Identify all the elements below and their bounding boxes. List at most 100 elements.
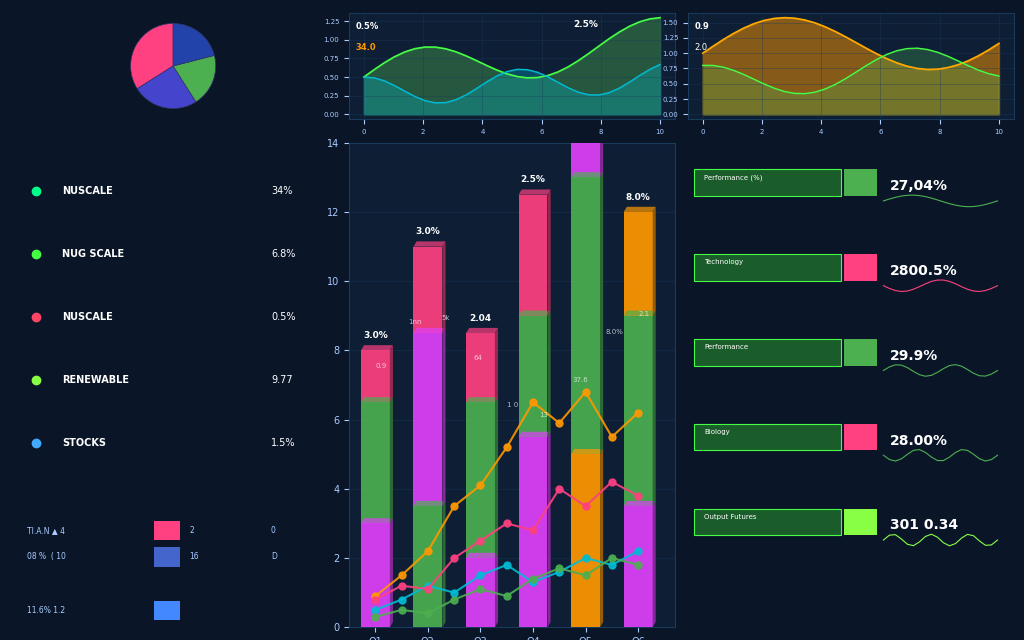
Polygon shape xyxy=(624,310,655,316)
Text: 2.04: 2.04 xyxy=(469,314,492,323)
Polygon shape xyxy=(600,172,603,454)
Text: 0.9: 0.9 xyxy=(376,363,387,369)
Text: 1 0: 1 0 xyxy=(507,402,518,408)
Polygon shape xyxy=(360,518,393,524)
Bar xyxy=(571,177,600,454)
Bar xyxy=(360,524,390,627)
Text: 28.00%: 28.00% xyxy=(890,434,948,448)
Polygon shape xyxy=(414,501,445,506)
Polygon shape xyxy=(360,345,393,350)
Polygon shape xyxy=(600,449,603,627)
Bar xyxy=(466,403,495,558)
Text: 34%: 34% xyxy=(271,186,292,196)
Text: 5k: 5k xyxy=(441,316,450,321)
Bar xyxy=(466,558,495,627)
Text: 2: 2 xyxy=(189,526,195,535)
Text: 0: 0 xyxy=(271,526,275,535)
Polygon shape xyxy=(518,310,551,316)
Wedge shape xyxy=(131,24,173,89)
Text: 2.5%: 2.5% xyxy=(520,175,546,184)
Text: 64: 64 xyxy=(474,355,482,362)
Bar xyxy=(571,454,600,627)
Bar xyxy=(624,316,652,506)
Text: 2.1: 2.1 xyxy=(638,311,649,317)
Text: D: D xyxy=(271,552,276,561)
Polygon shape xyxy=(571,34,603,39)
Polygon shape xyxy=(442,241,445,333)
Polygon shape xyxy=(495,328,498,403)
Text: 11.6% 1.2: 11.6% 1.2 xyxy=(27,605,65,615)
FancyBboxPatch shape xyxy=(154,600,179,620)
Text: Technology: Technology xyxy=(705,259,743,266)
Text: 8.0%: 8.0% xyxy=(605,328,624,335)
Text: 8.0%: 8.0% xyxy=(626,193,650,202)
Text: 3.0%: 3.0% xyxy=(416,227,440,236)
Text: 0.5%: 0.5% xyxy=(271,312,295,322)
Bar xyxy=(414,333,442,506)
Polygon shape xyxy=(652,207,655,316)
Wedge shape xyxy=(137,66,196,109)
Text: 29.9%: 29.9% xyxy=(890,349,938,363)
Text: 1nn: 1nn xyxy=(409,319,422,325)
Bar xyxy=(518,316,548,437)
Text: 08 %  ( 10: 08 % ( 10 xyxy=(27,552,66,561)
Bar xyxy=(571,39,600,177)
Polygon shape xyxy=(600,34,603,177)
Bar xyxy=(466,333,495,403)
FancyBboxPatch shape xyxy=(845,254,877,281)
Text: 16: 16 xyxy=(189,552,199,561)
FancyBboxPatch shape xyxy=(694,509,841,535)
Polygon shape xyxy=(548,189,551,316)
Text: TI.A.N ▲ 4: TI.A.N ▲ 4 xyxy=(27,526,65,535)
Text: STOCKS: STOCKS xyxy=(62,438,106,448)
FancyBboxPatch shape xyxy=(694,424,841,451)
Polygon shape xyxy=(390,397,393,524)
Text: 301 0.34: 301 0.34 xyxy=(890,518,958,532)
Polygon shape xyxy=(466,328,498,333)
Text: 2800.5%: 2800.5% xyxy=(890,264,957,278)
Polygon shape xyxy=(571,449,603,454)
Text: Output Futures: Output Futures xyxy=(705,514,757,520)
Bar xyxy=(518,437,548,627)
Bar xyxy=(360,350,390,403)
Text: Performance (%): Performance (%) xyxy=(705,174,763,181)
Text: 13: 13 xyxy=(540,412,549,419)
Bar xyxy=(624,506,652,627)
Text: 3.0%: 3.0% xyxy=(362,331,388,340)
Bar xyxy=(624,212,652,316)
Bar xyxy=(414,246,442,333)
Text: 6.8%: 6.8% xyxy=(271,249,295,259)
Polygon shape xyxy=(571,172,603,177)
Text: 27,04%: 27,04% xyxy=(890,179,948,193)
Polygon shape xyxy=(652,501,655,627)
Polygon shape xyxy=(466,397,498,403)
Polygon shape xyxy=(414,241,445,246)
FancyBboxPatch shape xyxy=(154,547,179,566)
Bar xyxy=(518,195,548,316)
Bar xyxy=(414,506,442,627)
Polygon shape xyxy=(624,207,655,212)
FancyBboxPatch shape xyxy=(845,509,877,535)
FancyBboxPatch shape xyxy=(694,339,841,365)
Text: 34.0: 34.0 xyxy=(355,43,376,52)
Polygon shape xyxy=(624,501,655,506)
Text: 1.5%: 1.5% xyxy=(271,438,295,448)
Text: 2.5%: 2.5% xyxy=(573,20,598,29)
Polygon shape xyxy=(518,432,551,437)
Text: 37.6: 37.6 xyxy=(572,377,588,383)
Text: Biology: Biology xyxy=(705,429,730,435)
Polygon shape xyxy=(414,328,445,333)
Polygon shape xyxy=(518,189,551,195)
FancyBboxPatch shape xyxy=(845,170,877,196)
Text: NUSCALE: NUSCALE xyxy=(62,186,113,196)
Polygon shape xyxy=(466,553,498,558)
Text: RENEWABLE: RENEWABLE xyxy=(62,375,129,385)
Text: NUG SCALE: NUG SCALE xyxy=(62,249,125,259)
Wedge shape xyxy=(173,24,214,66)
Polygon shape xyxy=(442,328,445,506)
Text: 9.77: 9.77 xyxy=(271,375,293,385)
Text: NUSCALE: NUSCALE xyxy=(62,312,113,322)
Polygon shape xyxy=(548,432,551,627)
Polygon shape xyxy=(495,553,498,627)
Wedge shape xyxy=(173,56,216,102)
